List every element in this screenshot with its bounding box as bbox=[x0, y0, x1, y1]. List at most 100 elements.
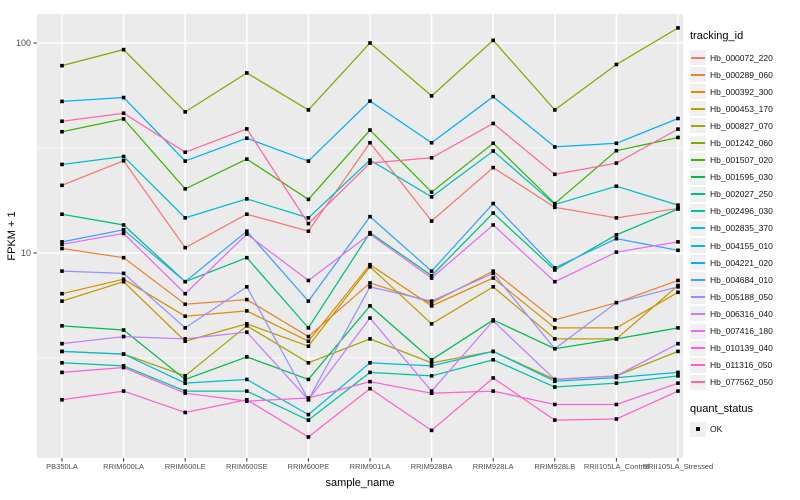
legend-item: Hb_001507_020 bbox=[690, 152, 798, 169]
svg-text:10: 10 bbox=[21, 248, 31, 258]
legend-item-label: Hb_001507_020 bbox=[710, 155, 773, 166]
y-tick-labels: 100 10 bbox=[16, 38, 31, 258]
legend-item: Hb_002835_370 bbox=[690, 220, 798, 237]
series-Hb_001242_060 bbox=[60, 26, 680, 114]
svg-text:RRIM600PE: RRIM600PE bbox=[288, 462, 330, 471]
legend-item: Hb_004155_010 bbox=[690, 237, 798, 254]
legend-key-icon bbox=[690, 203, 706, 219]
legend-item-label: Hb_007416_180 bbox=[710, 326, 773, 337]
legend-item-label: Hb_004221_020 bbox=[710, 257, 773, 268]
legend-key-icon bbox=[690, 169, 706, 185]
legend-item-label: Hb_011316_050 bbox=[710, 360, 773, 371]
legend-key-icon bbox=[690, 374, 706, 390]
legend-item-label: Hb_000289_060 bbox=[710, 69, 773, 80]
svg-text:RRIM928BA: RRIM928BA bbox=[411, 462, 453, 471]
legend-items: Hb_000072_220 Hb_000289_060 Hb_000392_300 H… bbox=[690, 49, 798, 391]
legend-key-icon bbox=[690, 323, 706, 339]
svg-text:RRIM600SE: RRIM600SE bbox=[226, 462, 268, 471]
legend-item: Hb_004221_020 bbox=[690, 254, 798, 271]
legend-item-label: Hb_001242_060 bbox=[710, 138, 773, 149]
legend-item-label: Hb_002027_250 bbox=[710, 189, 773, 200]
legend-key-icon bbox=[690, 220, 706, 236]
series-group bbox=[60, 26, 680, 439]
legend-item-label: Hb_005188_050 bbox=[710, 291, 773, 302]
legend-item: Hb_002027_250 bbox=[690, 186, 798, 203]
series-Hb_077562_050 bbox=[60, 111, 680, 226]
legend-item: Hb_000289_060 bbox=[690, 66, 798, 83]
legend-item-label: Hb_010139_040 bbox=[710, 343, 773, 354]
legend-key-icon bbox=[690, 118, 706, 134]
legend-item: Hb_002496_030 bbox=[690, 203, 798, 220]
series-Hb_002496_030 bbox=[60, 358, 680, 422]
legend-item: Hb_004684_010 bbox=[690, 271, 798, 288]
legend-item: Hb_000453_170 bbox=[690, 100, 798, 117]
legend-item-label: Hb_000392_300 bbox=[710, 86, 773, 97]
legend-key-icon bbox=[690, 306, 706, 322]
legend-key-icon bbox=[690, 272, 706, 288]
legend-key-icon bbox=[690, 357, 706, 373]
quant-status-title: quant_status bbox=[690, 402, 753, 415]
svg-text:RRII105LA_Control: RRII105LA_Control bbox=[584, 462, 649, 471]
svg-text:RRII105LA_Stressed: RRII105LA_Stressed bbox=[643, 462, 713, 471]
legend-item: Hb_011316_050 bbox=[690, 357, 798, 374]
svg-text:RRIM901LA: RRIM901LA bbox=[350, 462, 391, 471]
series-Hb_002835_370 bbox=[60, 149, 680, 220]
series-Hb_004155_010 bbox=[60, 349, 680, 417]
legend-key-icon bbox=[690, 84, 706, 100]
legend-item-label: Hb_006316_040 bbox=[710, 308, 773, 319]
legend-item-label: Hb_000072_220 bbox=[710, 52, 773, 63]
y-axis-title: FPKM + 1 bbox=[6, 211, 18, 260]
legend-item-label: Hb_000453_170 bbox=[710, 103, 773, 114]
legend-item-label: Hb_001595_030 bbox=[710, 172, 773, 183]
svg-text:RRIM928LA: RRIM928LA bbox=[473, 462, 514, 471]
legend-key-icon bbox=[690, 101, 706, 117]
legend-item: Hb_005188_050 bbox=[690, 288, 798, 305]
svg-text:100: 100 bbox=[16, 38, 31, 48]
svg-text:PB350LA: PB350LA bbox=[46, 462, 78, 471]
legend-item-label: Hb_004684_010 bbox=[710, 274, 773, 285]
series-Hb_011316_050 bbox=[60, 376, 680, 439]
legend-key-icon bbox=[690, 152, 706, 168]
legend-key-icon bbox=[690, 255, 706, 271]
legend: tracking_id Hb_000072_220 Hb_000289_060 Hb… bbox=[690, 30, 798, 438]
series-Hb_004684_010 bbox=[60, 201, 680, 303]
svg-text:RRIM600LE: RRIM600LE bbox=[165, 462, 206, 471]
legend-item-label: Hb_077562_050 bbox=[710, 377, 773, 388]
legend-item: Hb_000072_220 bbox=[690, 49, 798, 66]
series-Hb_006316_040 bbox=[60, 316, 680, 402]
legend-key-icon bbox=[690, 67, 706, 83]
legend-key-icon bbox=[690, 289, 706, 305]
legend-key-icon bbox=[690, 50, 706, 66]
series-Hb_010139_040 bbox=[60, 365, 680, 407]
legend-key-icon bbox=[690, 340, 706, 356]
plot-panel bbox=[37, 14, 683, 458]
legend-item-label: Hb_004155_010 bbox=[710, 240, 773, 251]
x-tick-labels: PB350LA RRIM600LA RRIM600LE RRIM600SE RRIM60… bbox=[46, 462, 713, 471]
quant-status-label: OK bbox=[710, 424, 723, 435]
legend-item-label: Hb_002835_370 bbox=[710, 223, 773, 234]
legend-item-label: Hb_002496_030 bbox=[710, 206, 773, 217]
axis-ticks bbox=[33, 42, 679, 462]
svg-text:RRIM928LB: RRIM928LB bbox=[534, 462, 575, 471]
quant-status-item: OK bbox=[690, 421, 798, 438]
legend-key-icon bbox=[690, 238, 706, 254]
svg-text:RRIM600LA: RRIM600LA bbox=[103, 462, 144, 471]
series-Hb_000392_300 bbox=[60, 262, 680, 344]
legend-item: Hb_006316_040 bbox=[690, 305, 798, 322]
legend-item-label: Hb_000827_070 bbox=[710, 120, 773, 131]
legend-item: Hb_001595_030 bbox=[690, 169, 798, 186]
quant-status-key-icon bbox=[690, 421, 706, 437]
x-axis-title: sample_name bbox=[325, 477, 394, 489]
legend-item: Hb_010139_040 bbox=[690, 340, 798, 357]
legend-item: Hb_077562_050 bbox=[690, 374, 798, 391]
legend-item: Hb_001242_060 bbox=[690, 134, 798, 151]
legend-key-icon bbox=[690, 186, 706, 202]
legend-item: Hb_000392_300 bbox=[690, 83, 798, 100]
series-Hb_007416_180 bbox=[60, 223, 680, 296]
legend-item: Hb_007416_180 bbox=[690, 323, 798, 340]
legend-title: tracking_id bbox=[690, 30, 744, 42]
legend-item: Hb_000827_070 bbox=[690, 117, 798, 134]
legend-key-icon bbox=[690, 135, 706, 151]
